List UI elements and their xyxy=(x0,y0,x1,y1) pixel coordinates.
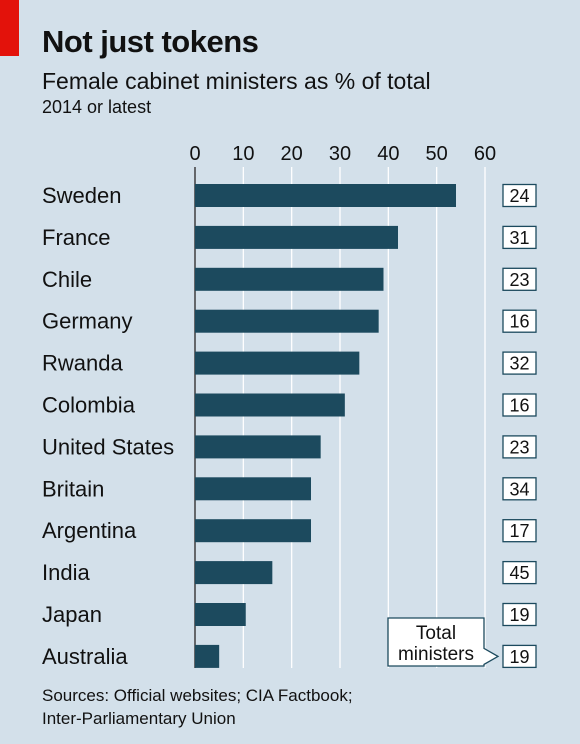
chart-title: Not just tokens xyxy=(42,24,259,59)
total-ministers-box xyxy=(502,393,537,417)
callout-label-line-1: Total xyxy=(416,623,456,644)
bar xyxy=(195,644,220,668)
category-label: France xyxy=(42,225,110,250)
x-tick-label: 60 xyxy=(474,143,496,165)
total-ministers-box xyxy=(502,267,537,291)
bar xyxy=(195,225,398,249)
category-label: Sweden xyxy=(42,183,122,208)
x-tick-label: 40 xyxy=(377,143,399,165)
category-label: Germany xyxy=(42,309,132,334)
category-label: Australia xyxy=(42,644,128,669)
category-label: India xyxy=(42,560,90,585)
total-ministers-box xyxy=(502,477,537,501)
total-ministers-box xyxy=(502,519,537,543)
bar xyxy=(195,267,384,291)
bar xyxy=(195,309,379,333)
total-ministers-value: 24 xyxy=(509,186,529,206)
total-ministers-value: 45 xyxy=(509,563,529,583)
bar xyxy=(195,519,311,543)
total-ministers-value: 19 xyxy=(509,605,529,625)
chart-date-note: 2014 or latest xyxy=(42,97,152,117)
x-tick-label: 30 xyxy=(329,143,351,165)
chart-subtitle: Female cabinet ministers as % of total xyxy=(42,68,431,94)
x-tick-label: 50 xyxy=(426,143,448,165)
source-line-1: Sources: Official websites; CIA Factbook… xyxy=(42,686,353,705)
total-ministers-box xyxy=(502,183,537,208)
total-ministers-value: 23 xyxy=(509,270,529,290)
total-ministers-value: 31 xyxy=(509,228,529,248)
source-line-2: Inter-Parliamentary Union xyxy=(42,709,236,728)
bar xyxy=(195,477,311,501)
total-ministers-box xyxy=(502,351,537,375)
bar xyxy=(195,184,456,207)
bar xyxy=(195,561,273,585)
total-ministers-box xyxy=(502,602,537,627)
category-label: Britain xyxy=(42,476,104,501)
bar xyxy=(195,393,345,417)
bar xyxy=(195,603,246,626)
bar xyxy=(195,351,360,375)
category-label: United States xyxy=(42,434,174,459)
accent-tag xyxy=(0,0,19,56)
total-ministers-box xyxy=(502,225,537,250)
source-note: Sources: Official websites; CIA Factbook… xyxy=(42,684,353,730)
category-label: Japan xyxy=(42,602,102,627)
total-ministers-box xyxy=(502,644,537,669)
total-ministers-value: 19 xyxy=(509,647,529,667)
total-ministers-value: 17 xyxy=(509,521,529,541)
category-label: Chile xyxy=(42,267,92,292)
total-ministers-box xyxy=(502,435,537,459)
x-tick-label: 0 xyxy=(189,143,200,165)
total-ministers-value: 32 xyxy=(509,354,529,374)
bar xyxy=(195,435,321,459)
x-tick-label: 20 xyxy=(281,143,303,165)
total-ministers-callout xyxy=(387,617,500,667)
total-ministers-value: 23 xyxy=(509,437,529,457)
total-ministers-value: 16 xyxy=(509,312,529,332)
total-ministers-value: 16 xyxy=(509,396,529,416)
category-label: Rwanda xyxy=(42,351,123,376)
category-label: Colombia xyxy=(42,393,136,418)
total-ministers-box xyxy=(502,309,537,333)
total-ministers-box xyxy=(502,560,537,585)
callout-label-line-2: ministers xyxy=(398,644,474,665)
total-ministers-value: 34 xyxy=(509,479,529,499)
x-tick-label: 10 xyxy=(232,143,254,165)
category-label: Argentina xyxy=(42,518,137,543)
